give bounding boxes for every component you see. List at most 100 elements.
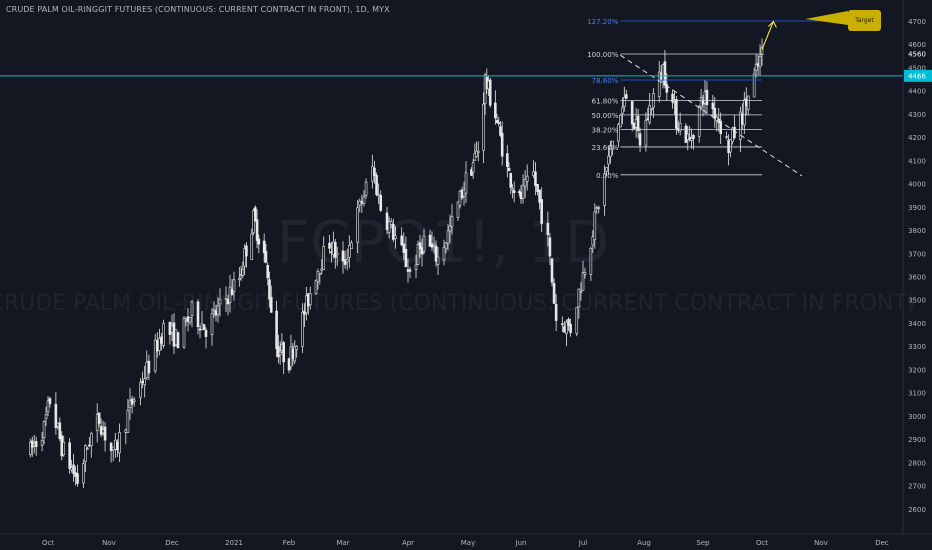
candle-body — [111, 446, 115, 451]
candle-body — [68, 442, 71, 469]
target-arrow[interactable] — [761, 21, 774, 50]
candle-body — [436, 256, 440, 265]
candle-body — [97, 412, 101, 424]
candle-body — [760, 47, 764, 56]
candle-body — [624, 94, 628, 99]
candle-body — [563, 326, 566, 333]
candle-body — [48, 398, 52, 404]
candle-body — [450, 216, 454, 227]
candle-body — [623, 97, 626, 107]
candle-body — [483, 74, 487, 104]
candle-body — [250, 233, 254, 260]
candle-body — [114, 439, 117, 450]
candle-body — [402, 243, 406, 253]
candle-body — [597, 207, 601, 209]
current-price-tag[interactable] — [904, 69, 932, 82]
candle-body — [278, 351, 282, 356]
candle-body — [377, 194, 380, 197]
candle-body — [719, 120, 723, 134]
y-tick-label: 3500 — [908, 297, 926, 305]
candle-body — [118, 432, 121, 454]
candle-body — [509, 173, 513, 188]
candle-body — [301, 312, 304, 347]
candle-body — [275, 310, 278, 349]
target-callout-box[interactable] — [848, 10, 881, 32]
x-tick-label: Oct — [42, 539, 54, 547]
candle-body — [262, 240, 266, 254]
candle-body — [611, 140, 614, 149]
fib-level-label: 0.00% — [596, 172, 619, 180]
candle-body — [84, 445, 87, 462]
x-tick-label: Apr — [402, 539, 414, 547]
candle-body — [28, 442, 32, 456]
candle-body — [464, 172, 468, 194]
candle-body — [46, 400, 50, 413]
candle-body — [742, 99, 746, 126]
candle-body — [156, 340, 159, 352]
candle-body — [511, 188, 514, 191]
candle-body — [648, 105, 652, 123]
last-high-label: 4560 — [908, 51, 926, 59]
candle-body — [40, 440, 44, 446]
candle-body — [500, 132, 504, 157]
candle-body — [690, 138, 693, 141]
x-tick-label: Nov — [814, 539, 828, 547]
candle-body — [392, 224, 395, 240]
candle-body — [497, 122, 501, 124]
x-tick-label: Aug — [637, 539, 651, 547]
candle-body — [89, 433, 93, 447]
watermark-symbol: FCPO1!, 1D — [276, 208, 609, 276]
candle-body — [168, 322, 172, 335]
x-tick-label: Dec — [875, 539, 889, 547]
target-label: Target — [854, 17, 874, 24]
candle-body — [609, 145, 612, 158]
fib-level-label: 23.60% — [592, 144, 619, 152]
candle-body — [341, 250, 345, 262]
y-tick-label: 4000 — [908, 181, 926, 189]
candle-body — [103, 426, 107, 441]
candle-body — [364, 181, 368, 196]
candle-body — [434, 245, 438, 262]
candle-body — [554, 303, 558, 321]
candle-body — [162, 323, 165, 346]
candle-body — [202, 324, 206, 330]
candle-body — [603, 173, 606, 206]
current-price-label: 4466 — [908, 72, 926, 80]
candle-body — [581, 272, 585, 291]
x-tick-label: Dec — [165, 539, 179, 547]
candle-body — [216, 305, 220, 315]
candle-body — [671, 93, 674, 103]
candle-body — [567, 319, 570, 326]
candle-body — [591, 236, 595, 246]
candle-body — [746, 95, 750, 110]
y-tick-label: 4100 — [908, 157, 926, 165]
candle-body — [277, 346, 280, 358]
candle-body — [733, 126, 736, 138]
candle-body — [218, 298, 222, 305]
candle-body — [389, 221, 393, 225]
candle-body — [172, 322, 176, 347]
candle-body — [269, 296, 273, 313]
candle-body — [266, 265, 270, 279]
candle-body — [565, 321, 568, 334]
candle-body — [160, 336, 163, 344]
x-tick-label: Sep — [696, 539, 710, 547]
candle-body — [126, 410, 130, 433]
candle-body — [253, 207, 257, 221]
candle-body — [147, 360, 151, 374]
candle-body — [316, 271, 320, 282]
candle-body — [692, 135, 695, 139]
candle-body — [506, 153, 509, 167]
y-tick-label: 4600 — [908, 41, 926, 49]
candle-body — [494, 102, 497, 119]
candle-body — [132, 399, 136, 402]
fib-level-label: 100.00% — [587, 51, 618, 59]
trendline[interactable] — [620, 54, 803, 177]
fib-level-label: 50.00% — [592, 112, 619, 120]
candle-body — [76, 473, 79, 484]
candle-body — [432, 243, 436, 246]
candle-body — [335, 252, 339, 256]
candle-body — [176, 332, 180, 349]
candle-body — [448, 225, 452, 232]
